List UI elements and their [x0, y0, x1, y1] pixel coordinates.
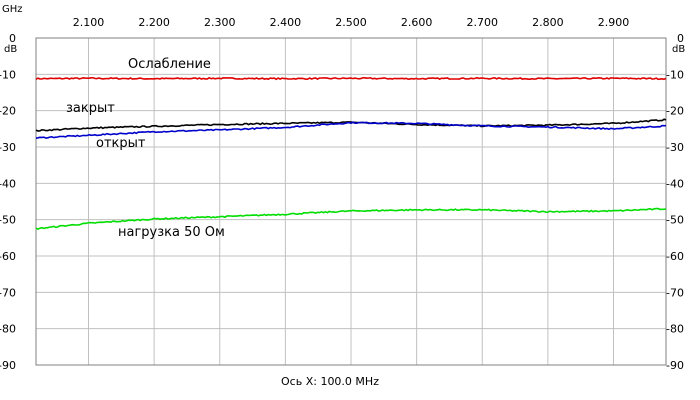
- y-tick-label-left: -40: [0, 177, 16, 190]
- open-trace: [35, 121, 666, 139]
- x-tick-label: 2.500: [335, 16, 367, 29]
- y-tick-label-right: 0: [677, 32, 684, 45]
- y-tick-label-right: -30: [666, 141, 684, 154]
- load-50ohm-label: нагрузка 50 Ом: [118, 225, 225, 240]
- y-tick-label-right: -10: [666, 68, 684, 81]
- x-tick-label: 2.200: [138, 16, 170, 29]
- x-tick-label: 2.600: [401, 16, 433, 29]
- x-tick-label: 2.900: [598, 16, 630, 29]
- open-label: открыт: [96, 136, 146, 151]
- y-unit-label-left: dB: [4, 44, 17, 55]
- y-unit-label-right: dB: [672, 44, 685, 55]
- y-tick-label-right: -60: [666, 250, 684, 263]
- y-tick-label-left: -80: [0, 323, 16, 336]
- plot-area: [35, 37, 667, 366]
- closed-label: закрыт: [66, 101, 115, 116]
- y-tick-label-left: -10: [0, 68, 16, 81]
- x-unit-label: GHz: [2, 4, 23, 15]
- attenuation-label: Ослабление: [128, 57, 211, 72]
- y-tick-label-left: -50: [0, 214, 16, 227]
- series-group: [35, 76, 667, 230]
- attenuation-trace: [35, 76, 667, 81]
- y-tick-label-left: -20: [0, 105, 16, 118]
- y-tick-label-right: -80: [666, 323, 684, 336]
- closed-trace: [35, 118, 667, 132]
- y-tick-label-left: -70: [0, 286, 16, 299]
- y-tick-label-right: -50: [666, 214, 684, 227]
- y-tick-label-right: -90: [666, 359, 684, 372]
- y-tick-label-right: -70: [666, 286, 684, 299]
- x-tick-label: 2.800: [532, 16, 564, 29]
- x-axis-scale-label: Ось X: 100.0 MHz: [281, 375, 379, 388]
- x-tick-label: 2.100: [73, 16, 105, 29]
- y-tick-label-left: -90: [0, 359, 16, 372]
- load-50ohm-trace: [35, 207, 667, 230]
- axis-ticks: 2.100 2.200 2.300 2.400 2.500 2.600 2.700 2.800…: [0, 16, 684, 372]
- y-tick-label-right: -20: [666, 105, 684, 118]
- y-tick-label-left: -30: [0, 141, 16, 154]
- y-tick-label-right: -40: [666, 177, 684, 190]
- x-tick-label: 2.400: [270, 16, 302, 29]
- grid: [36, 38, 666, 366]
- y-tick-label-left: -60: [0, 250, 16, 263]
- x-tick-label: 2.700: [467, 16, 499, 29]
- y-tick-label-left: 0: [9, 32, 16, 45]
- series-labels: Ослабление закрыт открыт нагрузка 50 Ом: [66, 57, 225, 240]
- x-tick-label: 2.300: [204, 16, 236, 29]
